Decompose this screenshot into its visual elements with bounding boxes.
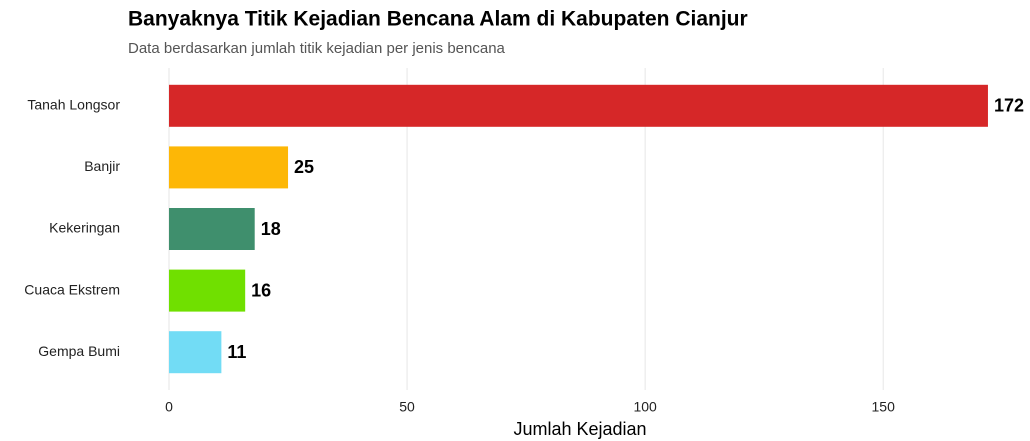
- data-label: 172: [994, 96, 1024, 116]
- y-tick-label: Tanah Longsor: [27, 97, 120, 113]
- bar: [169, 208, 255, 250]
- data-label: 16: [251, 280, 271, 300]
- x-tick-label: 50: [399, 399, 415, 415]
- x-axis-label: Jumlah Kejadian: [513, 419, 646, 439]
- bar: [169, 269, 246, 312]
- y-tick-label: Gempa Bumi: [38, 343, 120, 359]
- x-tick-label: 150: [872, 399, 896, 415]
- bar: [169, 146, 289, 189]
- data-label: 11: [227, 342, 246, 362]
- data-label: 25: [294, 157, 314, 177]
- y-tick-label: Banjir: [84, 158, 120, 174]
- bar: [169, 84, 988, 127]
- chart-subtitle: Data berdasarkan jumlah titik kejadian p…: [128, 40, 506, 57]
- y-tick-label: Cuaca Ekstrem: [24, 281, 120, 297]
- bar: [169, 331, 222, 374]
- data-label: 18: [261, 219, 281, 239]
- chart-title: Banyaknya Titik Kejadian Bencana Alam di…: [128, 8, 748, 31]
- x-tick-label: 0: [165, 399, 173, 415]
- y-tick-label: Kekeringan: [49, 220, 120, 236]
- x-tick-label: 100: [633, 399, 657, 415]
